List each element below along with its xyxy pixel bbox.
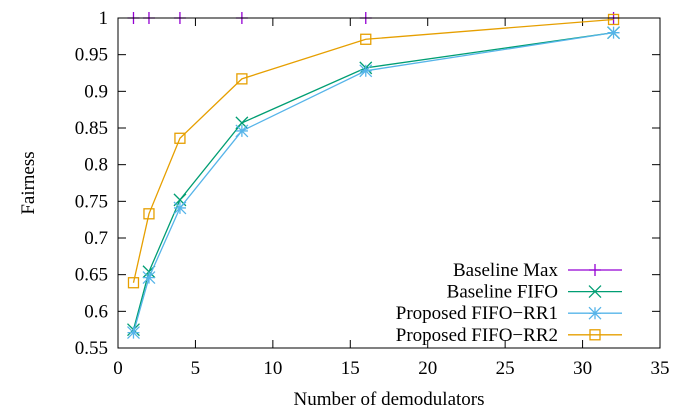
y-axis-label: Fairness bbox=[18, 151, 39, 214]
x-tick-label: 35 bbox=[651, 358, 670, 379]
series-line bbox=[132, 32, 614, 333]
y-tick-label: 0.75 bbox=[75, 191, 108, 212]
data-point bbox=[127, 326, 140, 340]
series-2 bbox=[127, 26, 621, 340]
series-3 bbox=[127, 13, 620, 289]
y-tick-label: 1 bbox=[99, 8, 109, 29]
data-point bbox=[236, 73, 248, 85]
legend-marker bbox=[588, 306, 602, 320]
y-tick-label: 0.55 bbox=[75, 338, 108, 359]
legend-item: Baseline Max bbox=[453, 260, 622, 281]
legend-item: Proposed FIFO−RR2 bbox=[396, 325, 622, 346]
data-point bbox=[235, 124, 249, 138]
y-tick-label: 0.6 bbox=[84, 301, 108, 322]
axis-ticks bbox=[117, 17, 661, 349]
x-tick-label: 10 bbox=[263, 358, 282, 379]
data-point bbox=[127, 277, 140, 289]
y-tick-label: 0.65 bbox=[75, 265, 108, 286]
data-point bbox=[359, 64, 373, 78]
legend-marker bbox=[589, 264, 601, 276]
data-point bbox=[607, 13, 620, 26]
x-axis-label: Number of demodulators bbox=[293, 389, 484, 410]
y-tick-label: 0.8 bbox=[84, 155, 108, 176]
x-tick-label: 30 bbox=[573, 358, 592, 379]
plot-frame bbox=[117, 17, 661, 349]
data-point bbox=[173, 201, 187, 215]
x-tick-label: 25 bbox=[496, 358, 515, 379]
y-tick-label: 0.95 bbox=[75, 45, 108, 66]
x-tick-label: 5 bbox=[191, 358, 201, 379]
legend-item: Baseline FIFO bbox=[447, 282, 622, 303]
y-tick-label: 0.9 bbox=[84, 81, 108, 102]
legend-item: Proposed FIFO−RR1 bbox=[396, 303, 622, 324]
x-tick-label: 0 bbox=[113, 358, 123, 379]
legend-label: Baseline FIFO bbox=[447, 282, 558, 303]
series-line bbox=[132, 18, 614, 283]
legend-marker bbox=[589, 329, 601, 341]
legend-label: Proposed FIFO−RR1 bbox=[396, 303, 558, 324]
x-tick-label: 20 bbox=[418, 358, 437, 379]
legend-label: Proposed FIFO−RR2 bbox=[396, 325, 558, 346]
data-point bbox=[142, 271, 156, 285]
data-point bbox=[143, 208, 155, 220]
y-tick-label: 0.85 bbox=[75, 118, 108, 139]
legend-label: Baseline Max bbox=[453, 260, 559, 281]
series-line bbox=[132, 32, 614, 330]
data-point bbox=[360, 33, 372, 45]
data-point bbox=[174, 132, 186, 144]
data-point bbox=[607, 26, 621, 40]
legend-marker bbox=[588, 285, 602, 299]
y-tick-label: 0.7 bbox=[84, 228, 108, 249]
x-tick-label: 15 bbox=[341, 358, 360, 379]
